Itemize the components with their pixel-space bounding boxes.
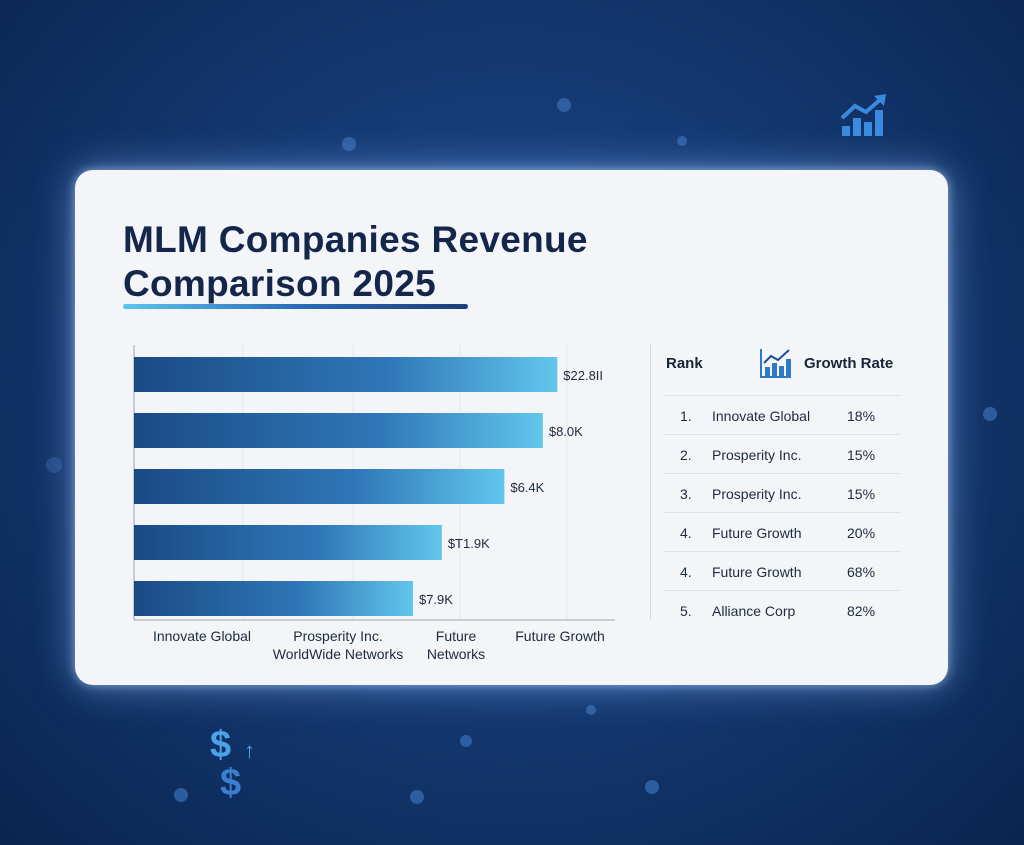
network-dot	[410, 790, 424, 804]
x-tick-label: Networks	[427, 646, 485, 662]
network-dot	[174, 788, 188, 802]
dollar-icon: $	[210, 724, 232, 766]
bar-value-label: $7.9K	[419, 592, 453, 607]
x-tick-label: Future Growth	[515, 628, 604, 644]
company-cell: Prosperity Inc.	[712, 447, 802, 463]
network-dot	[645, 780, 659, 794]
revenue-bar-chart: $22.8II $8.0K $6.4K $T1.9K $7.9K Innovate Glo…	[133, 345, 615, 662]
bar-value-label: $22.8II	[563, 368, 603, 383]
title-underline	[123, 304, 468, 309]
x-tick-label: WorldWide Networks	[273, 646, 403, 662]
company-cell: Innovate Global	[712, 408, 811, 424]
network-dot	[983, 407, 997, 421]
rank-cell: 1.	[680, 408, 692, 424]
growth-rate-cell: 18%	[847, 408, 876, 424]
bar	[134, 525, 442, 560]
infographic-card: MLM Companies Revenue Comparison 2025 $2…	[75, 170, 948, 685]
network-dot	[460, 735, 472, 747]
company-cell: Future Growth	[712, 525, 802, 541]
network-dot	[586, 705, 596, 715]
company-cell: Future Growth	[712, 564, 802, 580]
table-row: 1. Innovate Global 18%	[664, 395, 901, 434]
growth-rate-cell: 15%	[847, 447, 876, 463]
table-row: 3. Prosperity Inc. 15%	[664, 473, 901, 512]
header-rank: Rank	[666, 355, 703, 372]
bar-value-label: $8.0K	[549, 424, 583, 439]
header-growth-rate: Growth Rate	[804, 355, 894, 372]
x-tick-label: Prosperity Inc.	[293, 628, 382, 644]
table-row: 5. Alliance Corp 82%	[664, 590, 901, 629]
growth-rate-cell: 20%	[847, 525, 876, 541]
bar-chart-growth-icon	[760, 349, 791, 378]
company-cell: Alliance Corp	[712, 603, 796, 619]
x-tick-label: Innovate Global	[153, 628, 251, 644]
growth-chart-icon	[840, 94, 886, 136]
table-row: 2. Prosperity Inc. 15%	[664, 434, 901, 473]
page-title: MLM Companies Revenue Comparison 2025	[123, 218, 588, 306]
network-dot	[677, 136, 687, 146]
growth-rate-cell: 15%	[847, 486, 876, 502]
rank-cell: 2.	[680, 447, 692, 463]
bar	[134, 357, 558, 392]
company-cell: Prosperity Inc.	[712, 486, 802, 502]
bar	[134, 469, 505, 504]
network-dot	[557, 98, 571, 112]
rank-cell: 4.	[680, 525, 692, 541]
title-line-1: MLM Companies Revenue	[123, 219, 588, 260]
table-row: 4. Future Growth 68%	[664, 551, 901, 590]
bar-value-label: $6.4K	[510, 480, 544, 495]
network-dot	[342, 137, 356, 151]
network-dot	[46, 457, 62, 473]
rank-cell: 5.	[680, 603, 692, 619]
rank-cell: 4.	[680, 564, 692, 580]
table-row: 4. Future Growth 20%	[664, 512, 901, 551]
bar	[134, 581, 413, 616]
growth-rate-cell: 68%	[847, 564, 876, 580]
rank-cell: 3.	[680, 486, 692, 502]
arrow-up-icon: ↑	[244, 738, 255, 763]
growth-rate-cell: 82%	[847, 603, 876, 619]
title-line-2: Comparison 2025	[123, 263, 436, 304]
x-tick-label: Future	[436, 628, 477, 644]
bar-value-label: $T1.9K	[448, 536, 490, 551]
dollar-icon: $	[220, 762, 242, 804]
growth-rate-table: Rank Growth Rate 1. Innovate Global 18% 2. P…	[650, 345, 910, 620]
bar	[134, 413, 543, 448]
